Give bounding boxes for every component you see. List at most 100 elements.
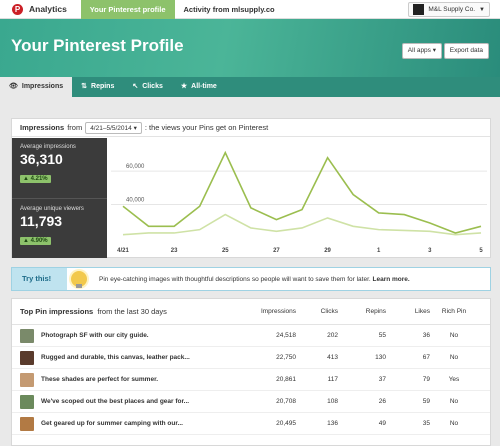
column-impressions[interactable]: Impressions [260, 308, 296, 315]
table-row[interactable]: These shades are perfect for summer. 20,8… [12, 369, 490, 391]
avg-viewers-label: Average unique viewers [20, 206, 84, 212]
page-title: Your Pinterest Profile [11, 36, 184, 55]
pin-impressions: 20,861 [276, 376, 296, 383]
pin-clicks: 413 [327, 354, 338, 361]
table-header: Top Pin impressions from the last 30 day… [12, 299, 490, 325]
pin-title[interactable]: These shades are perfect for summer. [41, 376, 159, 383]
metric-tabs: 👁 Impressions ⇅ Repins ↖ Clicks ★ All-time [0, 77, 500, 97]
stats-sidebar: Average impressions 36,310 ▲ 4.21% Avera… [12, 138, 107, 258]
account-name: M&L Supply Co. [428, 6, 476, 13]
all-apps-dropdown[interactable]: All apps ▾ [401, 43, 442, 59]
pin-rich: No [449, 420, 459, 427]
tab-repins[interactable]: ⇅ Repins [72, 77, 123, 97]
repin-icon: ⇅ [81, 83, 88, 90]
pin-impressions: 20,495 [276, 420, 296, 427]
x-tick-label: 29 [324, 248, 331, 254]
impressions-header: Impressions from 4/21–5/5/2014 ▾ : the v… [12, 119, 490, 137]
learn-more-link[interactable]: Learn more. [372, 275, 410, 283]
top-bar: P Analytics Your Pinterest profile Activ… [0, 0, 500, 19]
avg-impressions-value: 36,310 [20, 151, 63, 167]
pin-clicks: 117 [327, 376, 338, 383]
date-range-picker[interactable]: 4/21–5/5/2014 ▾ [85, 121, 142, 134]
tab-impressions[interactable]: 👁 Impressions [0, 77, 73, 97]
y-tick-label: 60,000 [126, 164, 145, 170]
table-row[interactable]: We've scoped out the best places and gea… [12, 391, 490, 413]
pin-cell: Get geared up for summer camping with ou… [12, 416, 244, 431]
pin-likes: 35 [422, 420, 430, 427]
pin-cell: Rugged and durable, this canvas, leather… [12, 350, 244, 365]
pin-likes: 79 [422, 376, 430, 383]
table-row[interactable]: Photograph SF with our city guide. 24,518… [12, 325, 490, 347]
table-title: Top Pin impressions from the last 30 day… [20, 307, 167, 316]
pin-thumbnail[interactable] [20, 328, 34, 343]
pin-rich: Yes [448, 376, 460, 383]
x-tick-label: 23 [171, 248, 178, 254]
tab-activity-from-site[interactable]: Activity from mlsupply.co [183, 4, 275, 14]
avg-impressions-change: ▲ 4.21% [20, 175, 51, 183]
avg-viewers-change: ▲ 4.90% [20, 237, 51, 245]
tab-clicks[interactable]: ↖ Clicks [123, 77, 172, 97]
pin-likes: 67 [422, 354, 430, 361]
column-likes[interactable]: Likes [414, 308, 430, 315]
pin-title[interactable]: Photograph SF with our city guide. [41, 332, 149, 339]
pin-impressions: 22,750 [276, 354, 296, 361]
x-tick-label: 25 [222, 248, 229, 254]
pin-thumbnail[interactable] [20, 394, 34, 409]
pinterest-logo-icon[interactable]: P [12, 3, 23, 15]
account-switcher[interactable]: M&L Supply Co. ▼ [408, 2, 490, 17]
pin-title[interactable]: We've scoped out the best places and gea… [41, 398, 190, 405]
pin-title[interactable]: Get geared up for summer camping with ou… [41, 420, 183, 427]
pin-impressions: 24,518 [276, 332, 296, 339]
avg-impressions-label: Average impressions [20, 144, 76, 150]
pin-thumbnail[interactable] [20, 350, 34, 365]
column-clicks[interactable]: Clicks [320, 308, 338, 315]
pin-thumbnail[interactable] [20, 416, 34, 431]
x-tick-label: 1 [377, 248, 381, 254]
pin-cell: We've scoped out the best places and gea… [12, 394, 244, 409]
star-icon: ★ [180, 83, 188, 90]
pin-repins: 26 [378, 398, 386, 405]
pin-likes: 59 [422, 398, 430, 405]
impressions-chart: 60,000 40,000 4/21 23 25 27 29 1 3 5 [111, 150, 487, 254]
try-this-label: Try this! [12, 268, 67, 290]
tab-all-time[interactable]: ★ All-time [172, 77, 226, 97]
stats-divider [12, 198, 107, 199]
x-tick-label: 4/21 [117, 248, 129, 254]
pin-clicks: 108 [327, 398, 338, 405]
avg-viewers-stat: Average unique viewers 11,793 ▲ 4.90% [20, 206, 84, 247]
eye-icon: 👁 [9, 83, 18, 90]
avg-impressions-stat: Average impressions 36,310 ▲ 4.21% [20, 144, 76, 185]
tip-banner: Try this! Pin eye-catching images with t… [11, 267, 491, 291]
account-avatar [413, 4, 425, 15]
series-line [122, 150, 482, 234]
brand-label[interactable]: Analytics [29, 4, 67, 14]
pin-cell: These shades are perfect for summer. [12, 372, 244, 387]
tab-your-pinterest-profile[interactable]: Your Pinterest profile [80, 0, 175, 19]
column-rich-pin[interactable]: Rich Pin [441, 308, 467, 315]
top-pins-table: Top Pin impressions from the last 30 day… [11, 298, 491, 446]
lightbulb-icon [71, 271, 87, 288]
pin-rich: No [449, 332, 459, 339]
pin-thumbnail[interactable] [20, 372, 34, 387]
pin-clicks: 136 [327, 420, 338, 427]
tip-text: Pin eye-catching images with thoughtful … [99, 275, 410, 283]
y-tick-label: 40,000 [126, 198, 145, 204]
impressions-label: Impressions [20, 123, 65, 132]
table-row[interactable]: Rugged and durable, this canvas, leather… [12, 347, 490, 369]
from-label: from [67, 123, 83, 132]
pin-rich: No [449, 398, 459, 405]
export-data-button[interactable]: Export data [443, 43, 489, 59]
pin-title[interactable]: Rugged and durable, this canvas, leather… [41, 354, 190, 361]
x-tick-label: 3 [428, 248, 432, 254]
hero-banner: Your Pinterest Profile All apps ▾ Export… [0, 19, 500, 77]
impressions-panel: Impressions from 4/21–5/5/2014 ▾ : the v… [11, 118, 491, 258]
pin-impressions: 20,708 [276, 398, 296, 405]
table-row[interactable]: Get geared up for summer camping with ou… [12, 413, 490, 435]
pin-repins: 55 [378, 332, 386, 339]
chevron-down-icon: ▼ [479, 6, 485, 13]
impressions-description: : the views your Pins get on Pinterest [144, 123, 269, 132]
x-tick-label: 27 [273, 248, 280, 254]
pin-repins: 49 [378, 420, 386, 427]
pin-clicks: 202 [327, 332, 338, 339]
column-repins[interactable]: Repins [365, 308, 386, 315]
